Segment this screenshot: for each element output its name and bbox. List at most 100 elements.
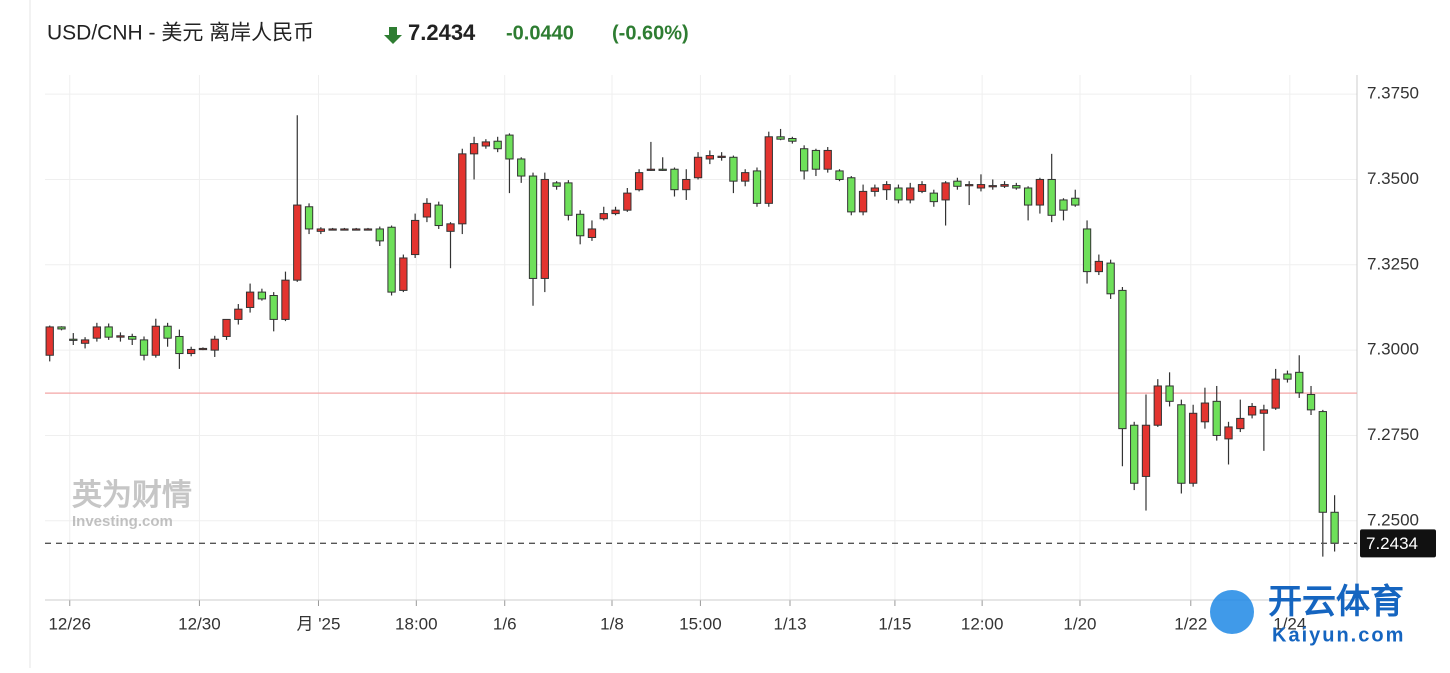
candle-body [611, 209, 620, 215]
candle [1094, 254, 1103, 276]
candle-body [965, 184, 974, 187]
candle [481, 139, 491, 149]
candle [493, 136, 502, 153]
candle-body [870, 187, 880, 192]
candle-body [1306, 394, 1316, 411]
candle [80, 337, 90, 349]
watermark-text: 开云体育 [1268, 583, 1404, 621]
candle-body [705, 155, 714, 160]
candle-body [116, 335, 125, 338]
candle-body [222, 318, 231, 337]
watermark-text: Kaiyun.com [1272, 624, 1405, 646]
candle [1012, 182, 1021, 190]
candle [128, 333, 137, 346]
candle-body [658, 168, 667, 171]
candle [988, 179, 997, 190]
candle-body [752, 170, 762, 204]
candle-body [387, 226, 396, 293]
candle-body [882, 184, 891, 191]
candle-body [1106, 262, 1115, 295]
candle [540, 172, 549, 293]
candle-body [941, 182, 950, 201]
watermark: 英为财情 Investing.com 开云体育 Kaiyun.com [72, 479, 1405, 646]
candle-body [1000, 184, 1009, 187]
candle-body [894, 187, 903, 201]
candle-body [210, 338, 219, 351]
candle [693, 152, 703, 180]
candle-body [1082, 228, 1092, 273]
candle [611, 206, 620, 216]
candle [1035, 177, 1045, 214]
candle [941, 181, 950, 226]
candle [576, 210, 585, 245]
price-box [1360, 529, 1436, 558]
candle-body [304, 206, 314, 230]
candle-body [1177, 404, 1186, 484]
candle-body [1330, 511, 1339, 544]
candle [304, 203, 314, 235]
candle [399, 254, 408, 293]
candle [670, 167, 679, 197]
candle-body [599, 213, 608, 220]
candle [328, 227, 337, 231]
y-tick-label: 7.3750 [1367, 84, 1419, 103]
candle-body [505, 134, 514, 160]
candle [1200, 387, 1210, 429]
candle-body [552, 182, 561, 187]
x-tick-label: 1/13 [773, 614, 806, 633]
candle-body [693, 156, 703, 179]
candle [788, 136, 797, 144]
candle [1106, 259, 1115, 299]
candle [917, 181, 927, 194]
candle-body [363, 228, 373, 231]
candle-body [576, 213, 585, 237]
candle-body [634, 172, 644, 191]
candle-body [257, 291, 267, 300]
candle-body [281, 279, 290, 320]
candle-body [1200, 402, 1210, 423]
candle-body [293, 204, 302, 281]
candle [281, 271, 290, 322]
candle [741, 169, 750, 187]
candle [340, 227, 349, 231]
candle [45, 325, 54, 362]
candle [1130, 421, 1139, 491]
candle [1153, 379, 1162, 427]
candle [469, 136, 479, 180]
candle [57, 326, 66, 331]
candle-body [1023, 187, 1033, 206]
candle-body [682, 178, 691, 191]
candle-body [1071, 197, 1080, 206]
candle [116, 332, 125, 342]
x-tick-label: 12:00 [961, 614, 1004, 633]
candle-body [1259, 409, 1269, 414]
candle [1059, 198, 1068, 221]
candle-body [104, 326, 113, 338]
watermark-text: 英为财情 [72, 479, 192, 512]
candle [175, 329, 184, 369]
candle [245, 283, 255, 313]
x-tick-label: 1/6 [493, 614, 517, 633]
candle [293, 115, 302, 282]
candle-body [1153, 385, 1162, 426]
candle [1047, 153, 1056, 223]
candle [387, 225, 396, 296]
candle-body [1035, 178, 1045, 206]
candle-body [835, 170, 844, 180]
candle [1306, 385, 1316, 415]
candle-body [1118, 289, 1127, 430]
candle [434, 201, 443, 229]
candle-body [57, 326, 66, 330]
candle-body [375, 228, 384, 242]
candle [517, 157, 526, 183]
price-box-label: 7.2434 [1366, 534, 1418, 553]
candle [1236, 399, 1245, 433]
candle-body [1318, 411, 1327, 513]
candle [599, 206, 608, 221]
candle-body [1059, 199, 1068, 211]
candle-body [858, 190, 868, 213]
candle-body [1141, 424, 1151, 477]
candle-body [92, 326, 102, 339]
candle [587, 220, 597, 241]
